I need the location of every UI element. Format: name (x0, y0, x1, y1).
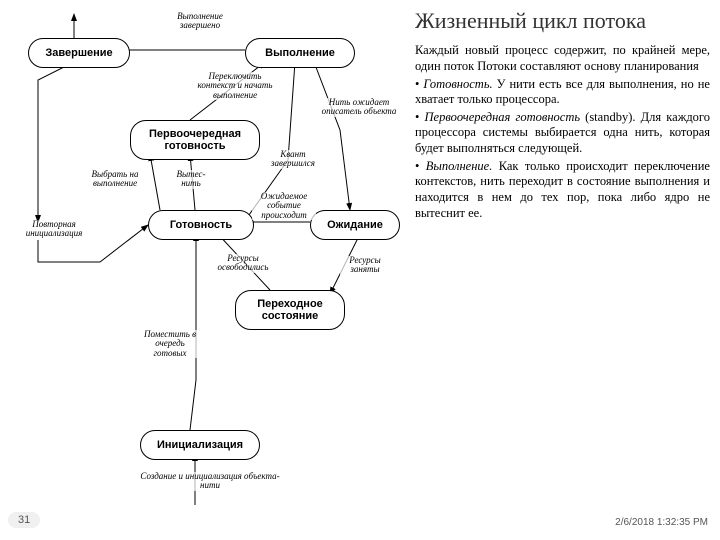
node-transition: Переходное состояние (235, 290, 345, 330)
lifecycle-diagram: Завершение Выполнение Первоочередная готов… (10, 10, 405, 530)
slide-title: Жизненный цикл потока (415, 8, 710, 33)
edge-label: Выбрать на выполнение (80, 170, 150, 189)
edge-label: Вытес- нить (170, 170, 212, 189)
timestamp: 2/6/2018 1:32:35 PM (615, 517, 708, 528)
node-run: Выполнение (245, 38, 355, 68)
edge-label: Создание и инициализация объекта-нити (140, 472, 280, 491)
node-ready: Готовность (148, 210, 254, 240)
edge-label: Ресурсы освободились (208, 254, 278, 273)
paragraph: • Выполнение. Как только происходит пере… (415, 159, 710, 222)
edge-label: Поместить в очередь готовых (140, 330, 200, 358)
edge-label: Ожидаемое событие происходит (252, 192, 316, 220)
edge-label: Ресурсы заняты (340, 256, 390, 275)
edge-label: Повторная инициализация (14, 220, 94, 239)
edge-label: Нить ожидает описатель объекта (320, 98, 398, 117)
body-text: Каждый новый процесс содержит, по крайне… (415, 43, 710, 221)
edge (314, 62, 350, 210)
text-column: Жизненный цикл потока Каждый новый проце… (415, 8, 710, 223)
slide-number-badge: 31 (8, 512, 40, 528)
edge-label: Квант завершился (263, 150, 323, 169)
edge-label: Выполнение завершено (160, 12, 240, 31)
edge (38, 62, 74, 222)
edge (150, 154, 160, 210)
node-wait: Ожидание (310, 210, 400, 240)
node-complete: Завершение (28, 38, 130, 68)
node-standby: Первоочередная готовность (130, 120, 260, 160)
paragraph: • Первоочередная готовность (standby). Д… (415, 110, 710, 157)
paragraph: • Готовность. У нити есть все для выполн… (415, 77, 710, 108)
node-init: Инициализация (140, 430, 260, 460)
paragraph: Каждый новый процесс содержит, по крайне… (415, 43, 710, 74)
edge-label: Переключить контекст и начать выполнение (190, 72, 280, 100)
